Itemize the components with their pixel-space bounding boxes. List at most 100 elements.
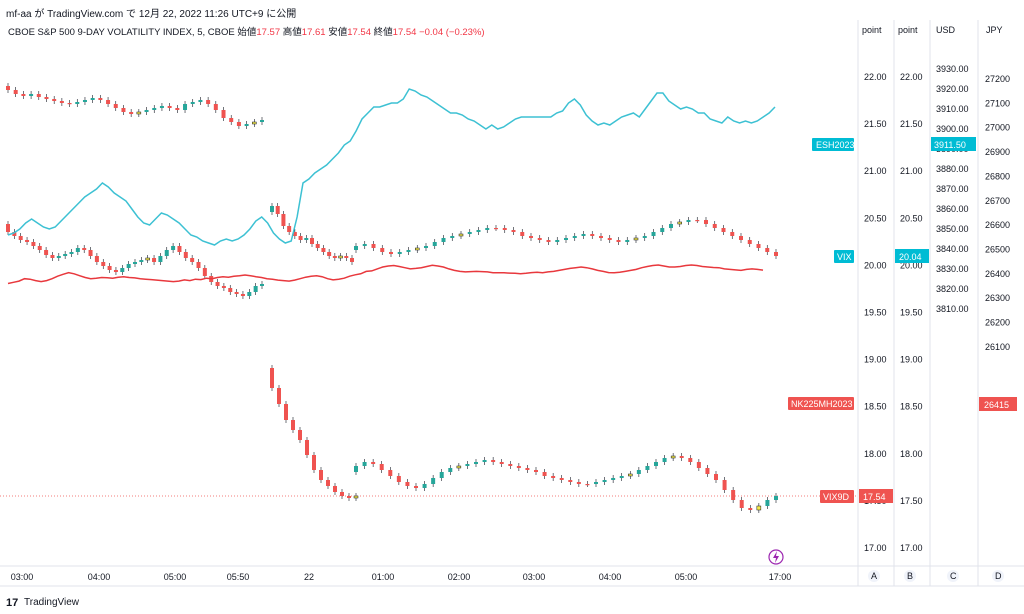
vix-candle-84 xyxy=(599,236,603,238)
vix9d-prior-candle-26 xyxy=(206,100,211,104)
vix-candle-50 xyxy=(321,248,326,252)
vix-candle-17 xyxy=(113,270,118,272)
vix-candle-1 xyxy=(12,232,17,236)
unit-label-a: point xyxy=(862,25,882,35)
vix-candle-41 xyxy=(270,206,274,212)
vix9d-prior-candle-25 xyxy=(198,100,203,102)
nk-series-tag: NK225MH2023 xyxy=(788,397,854,410)
vix-candle-33 xyxy=(215,282,220,286)
axis-d-tick-8: 26400 xyxy=(985,269,1010,279)
vix9d-candle-62 xyxy=(774,496,778,500)
scale-b-button[interactable]: B xyxy=(904,570,916,582)
axis-c-tick-8: 3850.00 xyxy=(936,224,969,234)
axis-c-tick-11: 3820.00 xyxy=(936,284,969,294)
vix-candle-26 xyxy=(171,246,176,250)
time-tick-7: 03:00 xyxy=(523,572,546,582)
snapshot-text: mf-aa が TradingView.com で 12月 22, 2022 1… xyxy=(6,9,297,20)
time-tick-10: 17:00 xyxy=(769,572,792,582)
axis-c-tick-2: 3910.00 xyxy=(936,104,969,114)
vix-candles xyxy=(6,203,778,299)
vix-candle-16 xyxy=(107,266,112,270)
axis-a-tick-3: 20.50 xyxy=(864,213,887,223)
vix-candle-25 xyxy=(164,250,169,256)
axis-d-ticks: 27200 27100 27000 26900 26800 26700 26600 26500… xyxy=(985,74,1010,352)
vix9d-prior-candle-21 xyxy=(167,106,172,108)
vix-candle-43 xyxy=(281,214,286,226)
vix9d-candle-43 xyxy=(611,478,616,480)
vix-candle-21 xyxy=(139,260,144,262)
vix-candle-52 xyxy=(332,256,337,258)
vix9d-prior-candle-31 xyxy=(244,124,249,126)
vix-candle-2 xyxy=(18,236,23,240)
vix9d-prior-candle-18 xyxy=(144,110,149,112)
vix-candle-83 xyxy=(590,234,595,236)
vix-candle-13 xyxy=(88,250,93,256)
lightning-icon[interactable] xyxy=(768,549,784,565)
time-tick-1: 04:00 xyxy=(88,572,111,582)
vix-candle-97 xyxy=(712,224,717,228)
nk-price-label: 26415 xyxy=(979,397,1017,411)
vix-candle-96 xyxy=(704,220,708,224)
vix-candle-74 xyxy=(511,230,516,232)
time-tick-2: 05:00 xyxy=(164,572,187,582)
vix9d-candle-15 xyxy=(371,462,376,464)
vix-candle-78 xyxy=(546,240,551,242)
axis-b-ticks: 22.00 21.50 21.00 20.50 20.00 19.50 19.00 18.50… xyxy=(900,72,923,553)
vix9d-candle-10 xyxy=(340,492,344,496)
legend-close-label: 終値 xyxy=(373,27,393,38)
time-tick-3: 05:50 xyxy=(227,572,250,582)
vix-candle-46 xyxy=(298,236,303,240)
vix9d-price-label: 17.54 xyxy=(859,489,893,503)
vix-candle-98 xyxy=(721,228,726,232)
axis-d-tick-6: 26600 xyxy=(985,220,1010,230)
scale-d-button[interactable]: D xyxy=(992,570,1004,582)
vix-candle-94 xyxy=(686,220,691,222)
vix9d-candle-50 xyxy=(670,455,676,459)
scale-b-label: B xyxy=(907,571,913,581)
vix9d-candle-32 xyxy=(516,466,521,468)
vix-candle-57 xyxy=(362,244,367,246)
vix9d-candle-44 xyxy=(619,476,624,478)
vix-candle-30 xyxy=(196,262,201,268)
scale-c-button[interactable]: C xyxy=(947,570,959,582)
vix-candle-28 xyxy=(183,252,188,258)
legend-open-value: 17.57 xyxy=(256,27,281,38)
vix-candle-53 xyxy=(338,255,343,259)
vix-candle-67 xyxy=(450,236,455,238)
vix9d-prior-candle-9 xyxy=(75,102,80,104)
vix9d-candle-29 xyxy=(491,460,496,462)
vix9d-prior-candle-15 xyxy=(121,108,126,112)
vix-candle-34 xyxy=(221,286,226,288)
axis-a-tick-6: 19.00 xyxy=(864,355,887,365)
vix-candle-19 xyxy=(126,264,131,268)
vix-candle-31 xyxy=(202,268,207,276)
vix9d-candle-54 xyxy=(705,468,710,474)
snapshot-header: mf-aa が TradingView.com で 12月 22, 2022 1… xyxy=(0,0,1024,20)
axis-a-tick-1: 21.50 xyxy=(864,119,887,129)
vix-candle-72 xyxy=(494,228,498,230)
axis-b-tick-5: 19.50 xyxy=(900,308,923,318)
vix9d-candle-12 xyxy=(353,495,359,499)
axis-d-tick-2: 27000 xyxy=(985,123,1010,133)
nk-last-value: 26415 xyxy=(984,400,1009,410)
axis-d-tick-3: 26900 xyxy=(985,147,1010,157)
vix-candle-62 xyxy=(406,250,411,252)
price-chart[interactable]: point point USD JPY A B C D 22.00 21.50 21… xyxy=(0,0,1024,594)
axis-d-tick-4: 26800 xyxy=(985,171,1010,181)
vix-candle-86 xyxy=(616,240,621,242)
vix9d-candle-18 xyxy=(396,476,401,482)
tradingview-brand: 17 TradingView xyxy=(0,594,200,612)
tradingview-logo-icon: 17 xyxy=(6,597,19,609)
vix-candle-4 xyxy=(31,242,36,246)
vix-candle-85 xyxy=(607,238,612,240)
vix-candle-73 xyxy=(502,228,507,230)
esh-last-value: 3911.50 xyxy=(934,140,966,150)
axis-c-tick-5: 3880.00 xyxy=(936,164,969,174)
scale-a-button[interactable]: A xyxy=(868,570,880,582)
vix9d-prior-candle-32 xyxy=(252,121,257,125)
axis-c-tick-12: 3810.00 xyxy=(936,304,969,314)
vix-candle-80 xyxy=(564,238,568,240)
vix-candle-58 xyxy=(371,244,376,248)
axis-c-tick-7: 3860.00 xyxy=(936,204,969,214)
vix-candle-102 xyxy=(756,244,761,248)
